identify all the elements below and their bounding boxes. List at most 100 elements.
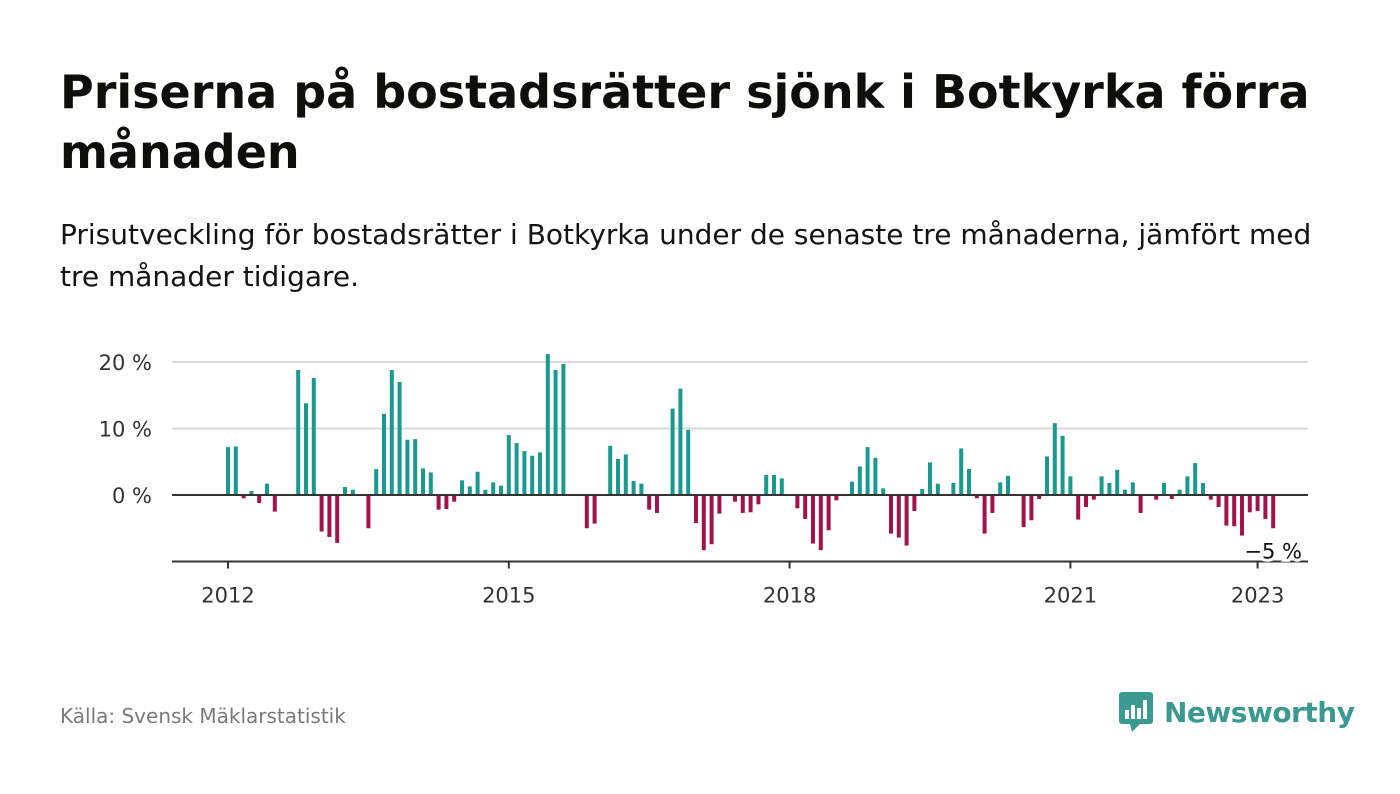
bar bbox=[1076, 495, 1081, 520]
bar bbox=[733, 495, 737, 502]
bar bbox=[428, 472, 433, 495]
bar-chart: 0 % 10 % 20 % 2012 2015 2018 2021 2023 −5 % bbox=[99, 351, 1308, 608]
bar bbox=[296, 369, 301, 495]
bar bbox=[1154, 495, 1159, 500]
bar bbox=[499, 485, 503, 495]
x-tick-label: 2021 bbox=[1044, 584, 1097, 608]
bar bbox=[764, 475, 769, 495]
latest-value-label: −5 % bbox=[1244, 540, 1302, 564]
bar bbox=[467, 486, 472, 495]
bar bbox=[327, 495, 332, 537]
bar bbox=[257, 495, 262, 503]
bar bbox=[896, 495, 901, 538]
bar bbox=[233, 446, 238, 495]
bar bbox=[1037, 495, 1042, 499]
bar bbox=[920, 489, 925, 495]
x-tick-label: 2023 bbox=[1231, 584, 1284, 608]
bar bbox=[1099, 476, 1104, 495]
bar bbox=[686, 429, 691, 495]
bar bbox=[631, 481, 636, 495]
bar bbox=[522, 451, 527, 495]
bar bbox=[366, 495, 371, 529]
bar bbox=[881, 488, 886, 495]
bar bbox=[421, 468, 425, 495]
bar bbox=[1162, 483, 1166, 495]
bar bbox=[1177, 489, 1182, 495]
y-axis-ticks: 0 % 10 % 20 % bbox=[99, 351, 152, 508]
bar bbox=[865, 447, 870, 495]
bar bbox=[436, 495, 441, 510]
bar bbox=[967, 469, 971, 495]
bar bbox=[928, 462, 932, 495]
bar bbox=[670, 408, 675, 495]
bar bbox=[1208, 495, 1213, 500]
bar bbox=[1052, 423, 1057, 495]
bar bbox=[304, 403, 308, 495]
bar bbox=[1193, 463, 1198, 495]
x-axis-ticks: 2012 2015 2018 2021 2023 bbox=[201, 561, 1284, 608]
bar bbox=[506, 435, 511, 495]
bar bbox=[1045, 456, 1049, 495]
bar bbox=[1240, 495, 1244, 536]
bar bbox=[795, 495, 800, 509]
bar bbox=[1021, 495, 1026, 527]
bar bbox=[389, 369, 394, 495]
bar bbox=[1169, 495, 1174, 499]
bar bbox=[818, 495, 823, 551]
bar bbox=[803, 495, 808, 519]
axes bbox=[172, 494, 1308, 563]
bar bbox=[616, 459, 620, 495]
bar bbox=[553, 369, 558, 495]
bar bbox=[873, 457, 878, 495]
y-tick-label: 10 % bbox=[99, 418, 152, 442]
bar bbox=[959, 448, 964, 495]
bar bbox=[1138, 495, 1143, 513]
bar bbox=[1255, 495, 1260, 511]
bar bbox=[904, 495, 909, 546]
bar bbox=[1232, 495, 1237, 527]
brand-name: Newsworthy bbox=[1164, 695, 1355, 729]
bar bbox=[413, 439, 418, 495]
bar bbox=[850, 481, 854, 495]
bar bbox=[748, 495, 753, 513]
bar bbox=[452, 495, 457, 502]
bars bbox=[226, 354, 1276, 551]
bar bbox=[460, 480, 464, 495]
bar bbox=[343, 487, 347, 495]
bar bbox=[709, 495, 714, 545]
bar bbox=[998, 482, 1003, 495]
bar bbox=[974, 495, 979, 499]
bar bbox=[1263, 495, 1268, 519]
brand-logo[interactable]: Newsworthy bbox=[1118, 690, 1355, 734]
bar bbox=[701, 495, 706, 551]
bar bbox=[982, 495, 987, 534]
chart-title: Priserna på bostadsrätter sjönk i Botkyr… bbox=[60, 65, 1310, 179]
bar bbox=[311, 377, 316, 495]
bar bbox=[1006, 475, 1010, 495]
bar bbox=[475, 471, 480, 495]
bar bbox=[382, 413, 386, 495]
y-tick-label: 0 % bbox=[112, 484, 152, 508]
bar bbox=[990, 495, 995, 513]
bar bbox=[545, 354, 550, 495]
bar bbox=[717, 495, 722, 514]
newsworthy-logo-icon bbox=[1119, 692, 1153, 732]
annotation: −5 % bbox=[1241, 537, 1305, 567]
bar bbox=[608, 445, 613, 495]
bar bbox=[265, 483, 269, 495]
bar bbox=[912, 495, 917, 511]
bar bbox=[538, 452, 542, 495]
bar bbox=[272, 495, 277, 512]
bar bbox=[584, 495, 589, 529]
bar bbox=[1201, 483, 1205, 495]
x-tick-label: 2012 bbox=[201, 584, 254, 608]
bar bbox=[397, 381, 402, 495]
bar bbox=[1271, 495, 1276, 529]
bar bbox=[514, 443, 519, 495]
bar bbox=[1216, 495, 1221, 507]
bar bbox=[226, 447, 230, 495]
bar bbox=[1091, 495, 1096, 500]
bar bbox=[1107, 483, 1112, 495]
bar bbox=[592, 495, 597, 524]
bar bbox=[491, 482, 496, 495]
